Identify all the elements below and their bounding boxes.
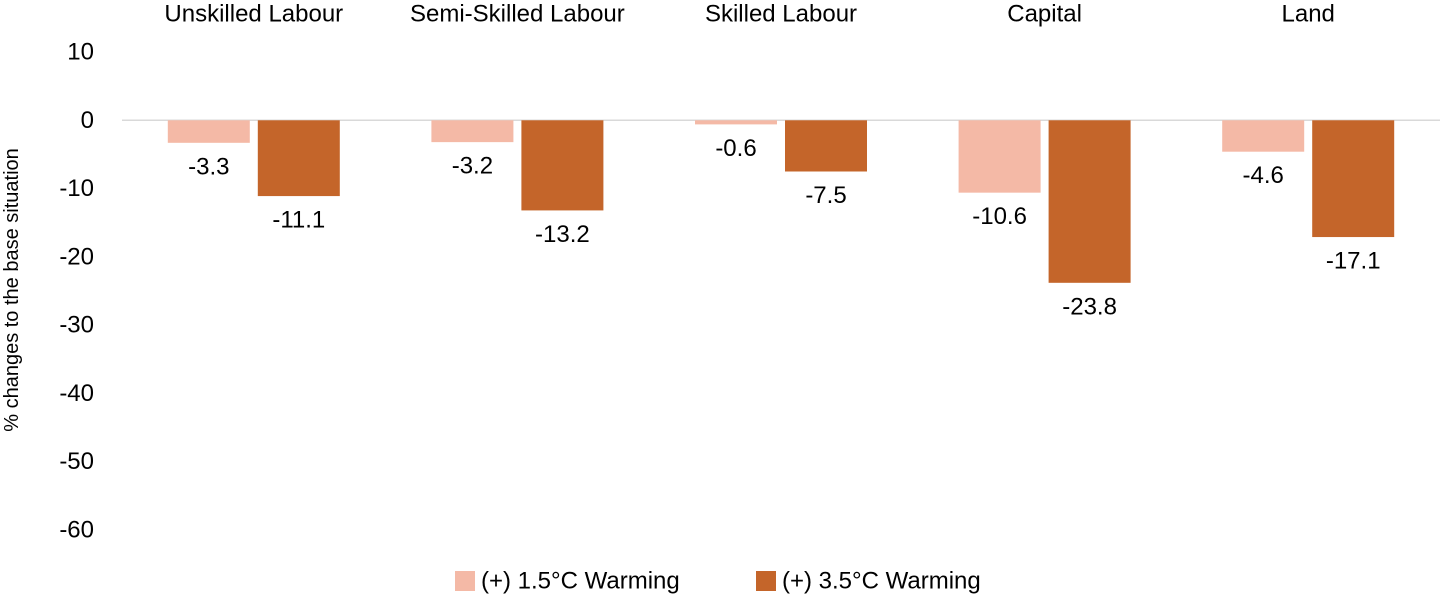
y-tick-label: -20	[59, 243, 94, 270]
legend-label: (+) 3.5°C Warming	[782, 568, 981, 595]
category-label: Semi-Skilled Labour	[410, 1, 625, 28]
y-tick-label: 10	[67, 39, 94, 66]
y-tick-label: 0	[81, 107, 94, 134]
data-label: -7.5	[805, 182, 846, 209]
category-label: Land	[1282, 1, 1335, 28]
y-axis-ticks: 10 0 -10 -20 -30 -40 -50 -60	[59, 39, 94, 544]
data-label: -10.6	[972, 203, 1027, 230]
y-tick-label: -40	[59, 380, 94, 407]
y-tick-label: -60	[59, 517, 94, 544]
data-label: -0.6	[715, 135, 756, 162]
data-label: -23.8	[1062, 293, 1117, 320]
data-label: -3.3	[188, 153, 229, 180]
data-labels: -3.3 -11.1 -3.2 -13.2 -0.6 -7.5 -10.6 -23.8 -4.6…	[188, 135, 1380, 320]
bar-3-5c-warming	[1048, 120, 1131, 283]
bar-1-5c-warming	[431, 120, 514, 143]
y-tick-label: -30	[59, 312, 94, 339]
y-axis-title: % changes to the base situation	[1, 148, 23, 432]
data-label: -3.2	[452, 153, 493, 180]
bar-3-5c-warming	[521, 120, 604, 211]
data-label: -17.1	[1326, 248, 1381, 275]
category-label: Capital	[1007, 1, 1082, 28]
y-tick-label: -50	[59, 448, 94, 475]
data-label: -11.1	[272, 207, 325, 234]
y-tick-label: -10	[59, 175, 94, 202]
legend: (+) 1.5°C Warming (+) 3.5°C Warming	[455, 568, 981, 595]
bar-1-5c-warming	[1222, 120, 1305, 152]
bars	[167, 120, 1395, 283]
legend-label: (+) 1.5°C Warming	[481, 568, 680, 595]
bar-1-5c-warming	[167, 120, 250, 143]
data-label: -4.6	[1243, 162, 1284, 189]
bar-3-5c-warming	[785, 120, 867, 172]
category-label: Skilled Labour	[705, 1, 857, 28]
bar-3-5c-warming	[257, 120, 340, 197]
bar-3-5c-warming	[1312, 120, 1395, 238]
category-labels: Unskilled Labour Semi-Skilled Labour Skill…	[164, 1, 1334, 28]
bar-1-5c-warming	[695, 120, 777, 125]
legend-swatch	[455, 571, 475, 591]
category-label: Unskilled Labour	[164, 1, 343, 28]
bar-1-5c-warming	[958, 120, 1041, 193]
legend-swatch	[756, 571, 776, 591]
data-label: -13.2	[535, 221, 590, 248]
